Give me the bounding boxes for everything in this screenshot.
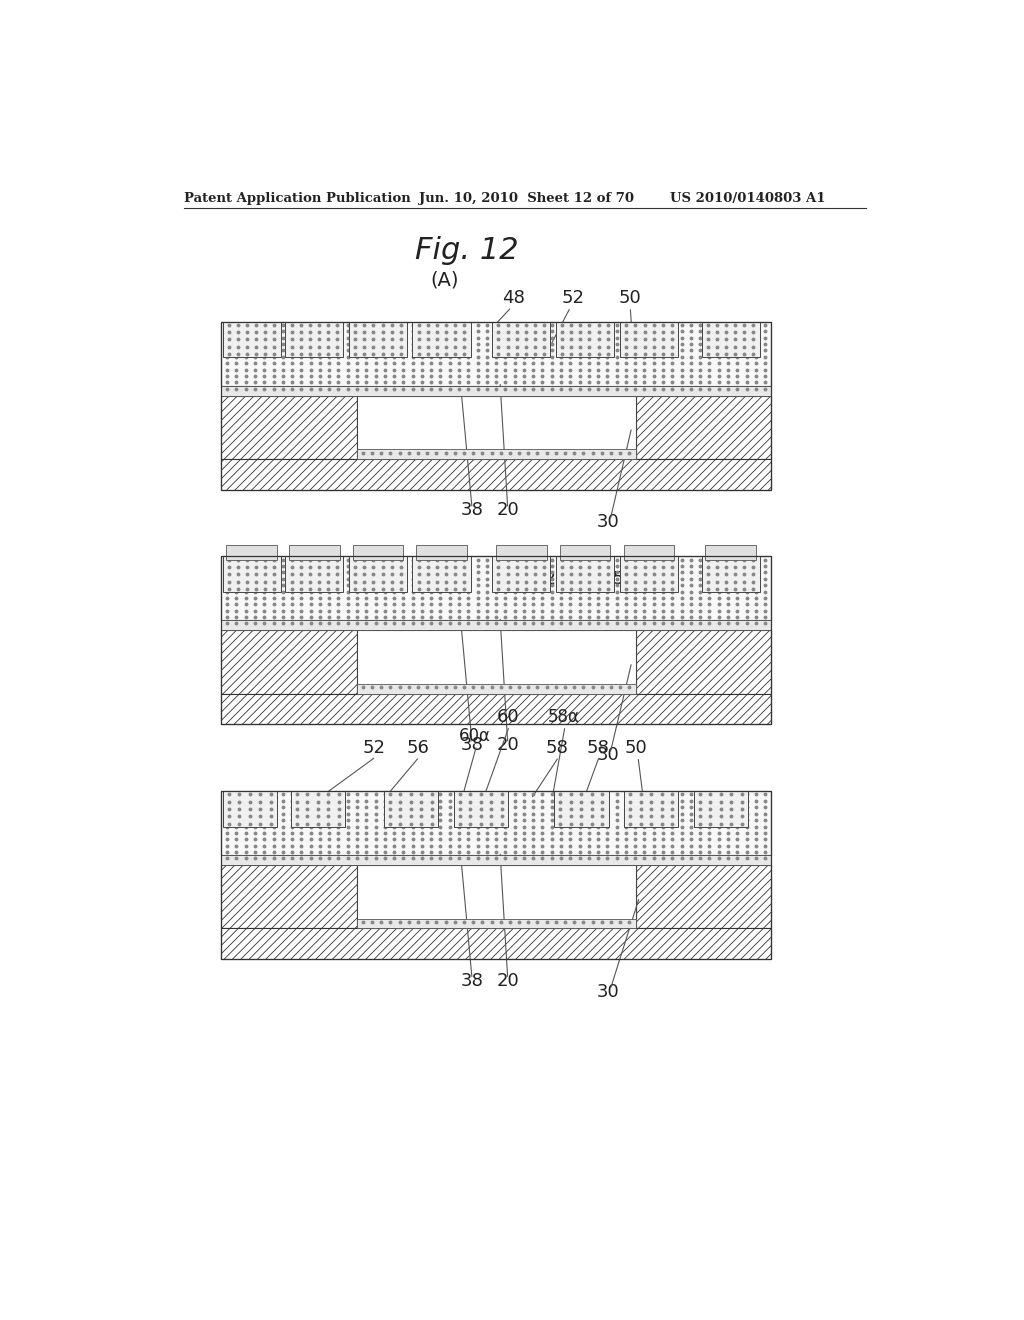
Text: 50: 50 xyxy=(618,289,642,308)
Text: 58: 58 xyxy=(546,739,568,756)
Bar xyxy=(289,545,340,560)
Bar xyxy=(493,322,550,358)
Bar xyxy=(356,919,636,928)
Bar xyxy=(356,396,636,459)
Text: 60α: 60α xyxy=(459,727,490,744)
Bar xyxy=(226,545,276,560)
Bar xyxy=(221,322,771,385)
Bar xyxy=(222,322,281,358)
Text: 56: 56 xyxy=(407,739,429,756)
Text: (B): (B) xyxy=(391,561,420,579)
Bar xyxy=(693,792,748,826)
Bar xyxy=(624,545,675,560)
Bar xyxy=(221,866,356,928)
Bar xyxy=(636,866,771,928)
Text: 52: 52 xyxy=(534,570,556,589)
Bar xyxy=(221,792,771,855)
Bar xyxy=(291,792,345,826)
Bar xyxy=(356,684,636,693)
Bar xyxy=(221,928,771,960)
Text: US 2010/0140803 A1: US 2010/0140803 A1 xyxy=(671,191,826,205)
Bar xyxy=(349,557,407,591)
Bar xyxy=(286,557,343,591)
Text: Fig. 12: Fig. 12 xyxy=(415,236,518,265)
Text: Patent Application Publication: Patent Application Publication xyxy=(183,191,411,205)
Text: 30: 30 xyxy=(597,746,620,764)
Text: 54: 54 xyxy=(450,570,473,589)
Text: 38: 38 xyxy=(461,972,483,990)
Bar xyxy=(356,449,636,459)
Bar xyxy=(384,792,438,826)
Bar xyxy=(621,322,678,358)
Text: (C): (C) xyxy=(461,795,490,813)
Bar xyxy=(556,557,614,591)
Bar xyxy=(417,545,467,560)
Bar xyxy=(454,792,508,826)
Bar xyxy=(636,631,771,693)
Bar xyxy=(221,396,356,459)
Text: 38: 38 xyxy=(461,737,483,754)
Text: 52: 52 xyxy=(362,739,386,756)
Text: 56: 56 xyxy=(578,570,600,589)
Text: 20: 20 xyxy=(497,502,519,519)
Text: 58α: 58α xyxy=(548,708,580,726)
Bar xyxy=(624,792,678,826)
Text: 30: 30 xyxy=(597,982,620,1001)
Bar xyxy=(556,322,614,358)
Bar xyxy=(221,693,771,725)
Bar xyxy=(560,545,610,560)
Bar xyxy=(413,322,471,358)
Bar xyxy=(221,620,771,631)
Bar xyxy=(356,866,636,928)
Text: 58: 58 xyxy=(586,739,609,756)
Text: 20: 20 xyxy=(497,972,519,990)
Text: 60: 60 xyxy=(497,708,519,726)
Text: 54: 54 xyxy=(612,570,636,589)
Bar xyxy=(221,631,356,693)
Bar xyxy=(706,545,756,560)
Bar xyxy=(356,631,636,693)
Bar xyxy=(221,792,771,960)
Bar xyxy=(349,322,407,358)
Text: 50: 50 xyxy=(625,739,648,756)
Bar xyxy=(493,557,550,591)
Bar xyxy=(221,855,771,866)
Text: 38: 38 xyxy=(461,502,483,519)
Text: 20: 20 xyxy=(497,737,519,754)
Text: (A): (A) xyxy=(430,271,459,289)
Bar xyxy=(221,385,771,396)
Bar xyxy=(221,322,771,490)
Bar xyxy=(554,792,608,826)
Text: 30: 30 xyxy=(597,513,620,531)
Bar xyxy=(222,792,276,826)
Bar xyxy=(352,545,403,560)
Bar xyxy=(701,322,760,358)
Bar xyxy=(701,557,760,591)
Bar xyxy=(413,557,471,591)
Text: Jun. 10, 2010  Sheet 12 of 70: Jun. 10, 2010 Sheet 12 of 70 xyxy=(419,191,634,205)
Bar xyxy=(222,557,281,591)
Text: 52: 52 xyxy=(561,289,585,308)
Text: 48: 48 xyxy=(503,289,525,308)
Bar xyxy=(221,459,771,490)
Bar xyxy=(221,557,771,725)
Bar xyxy=(636,396,771,459)
Bar xyxy=(496,545,547,560)
Bar xyxy=(221,557,771,620)
Bar xyxy=(621,557,678,591)
Bar xyxy=(286,322,343,358)
